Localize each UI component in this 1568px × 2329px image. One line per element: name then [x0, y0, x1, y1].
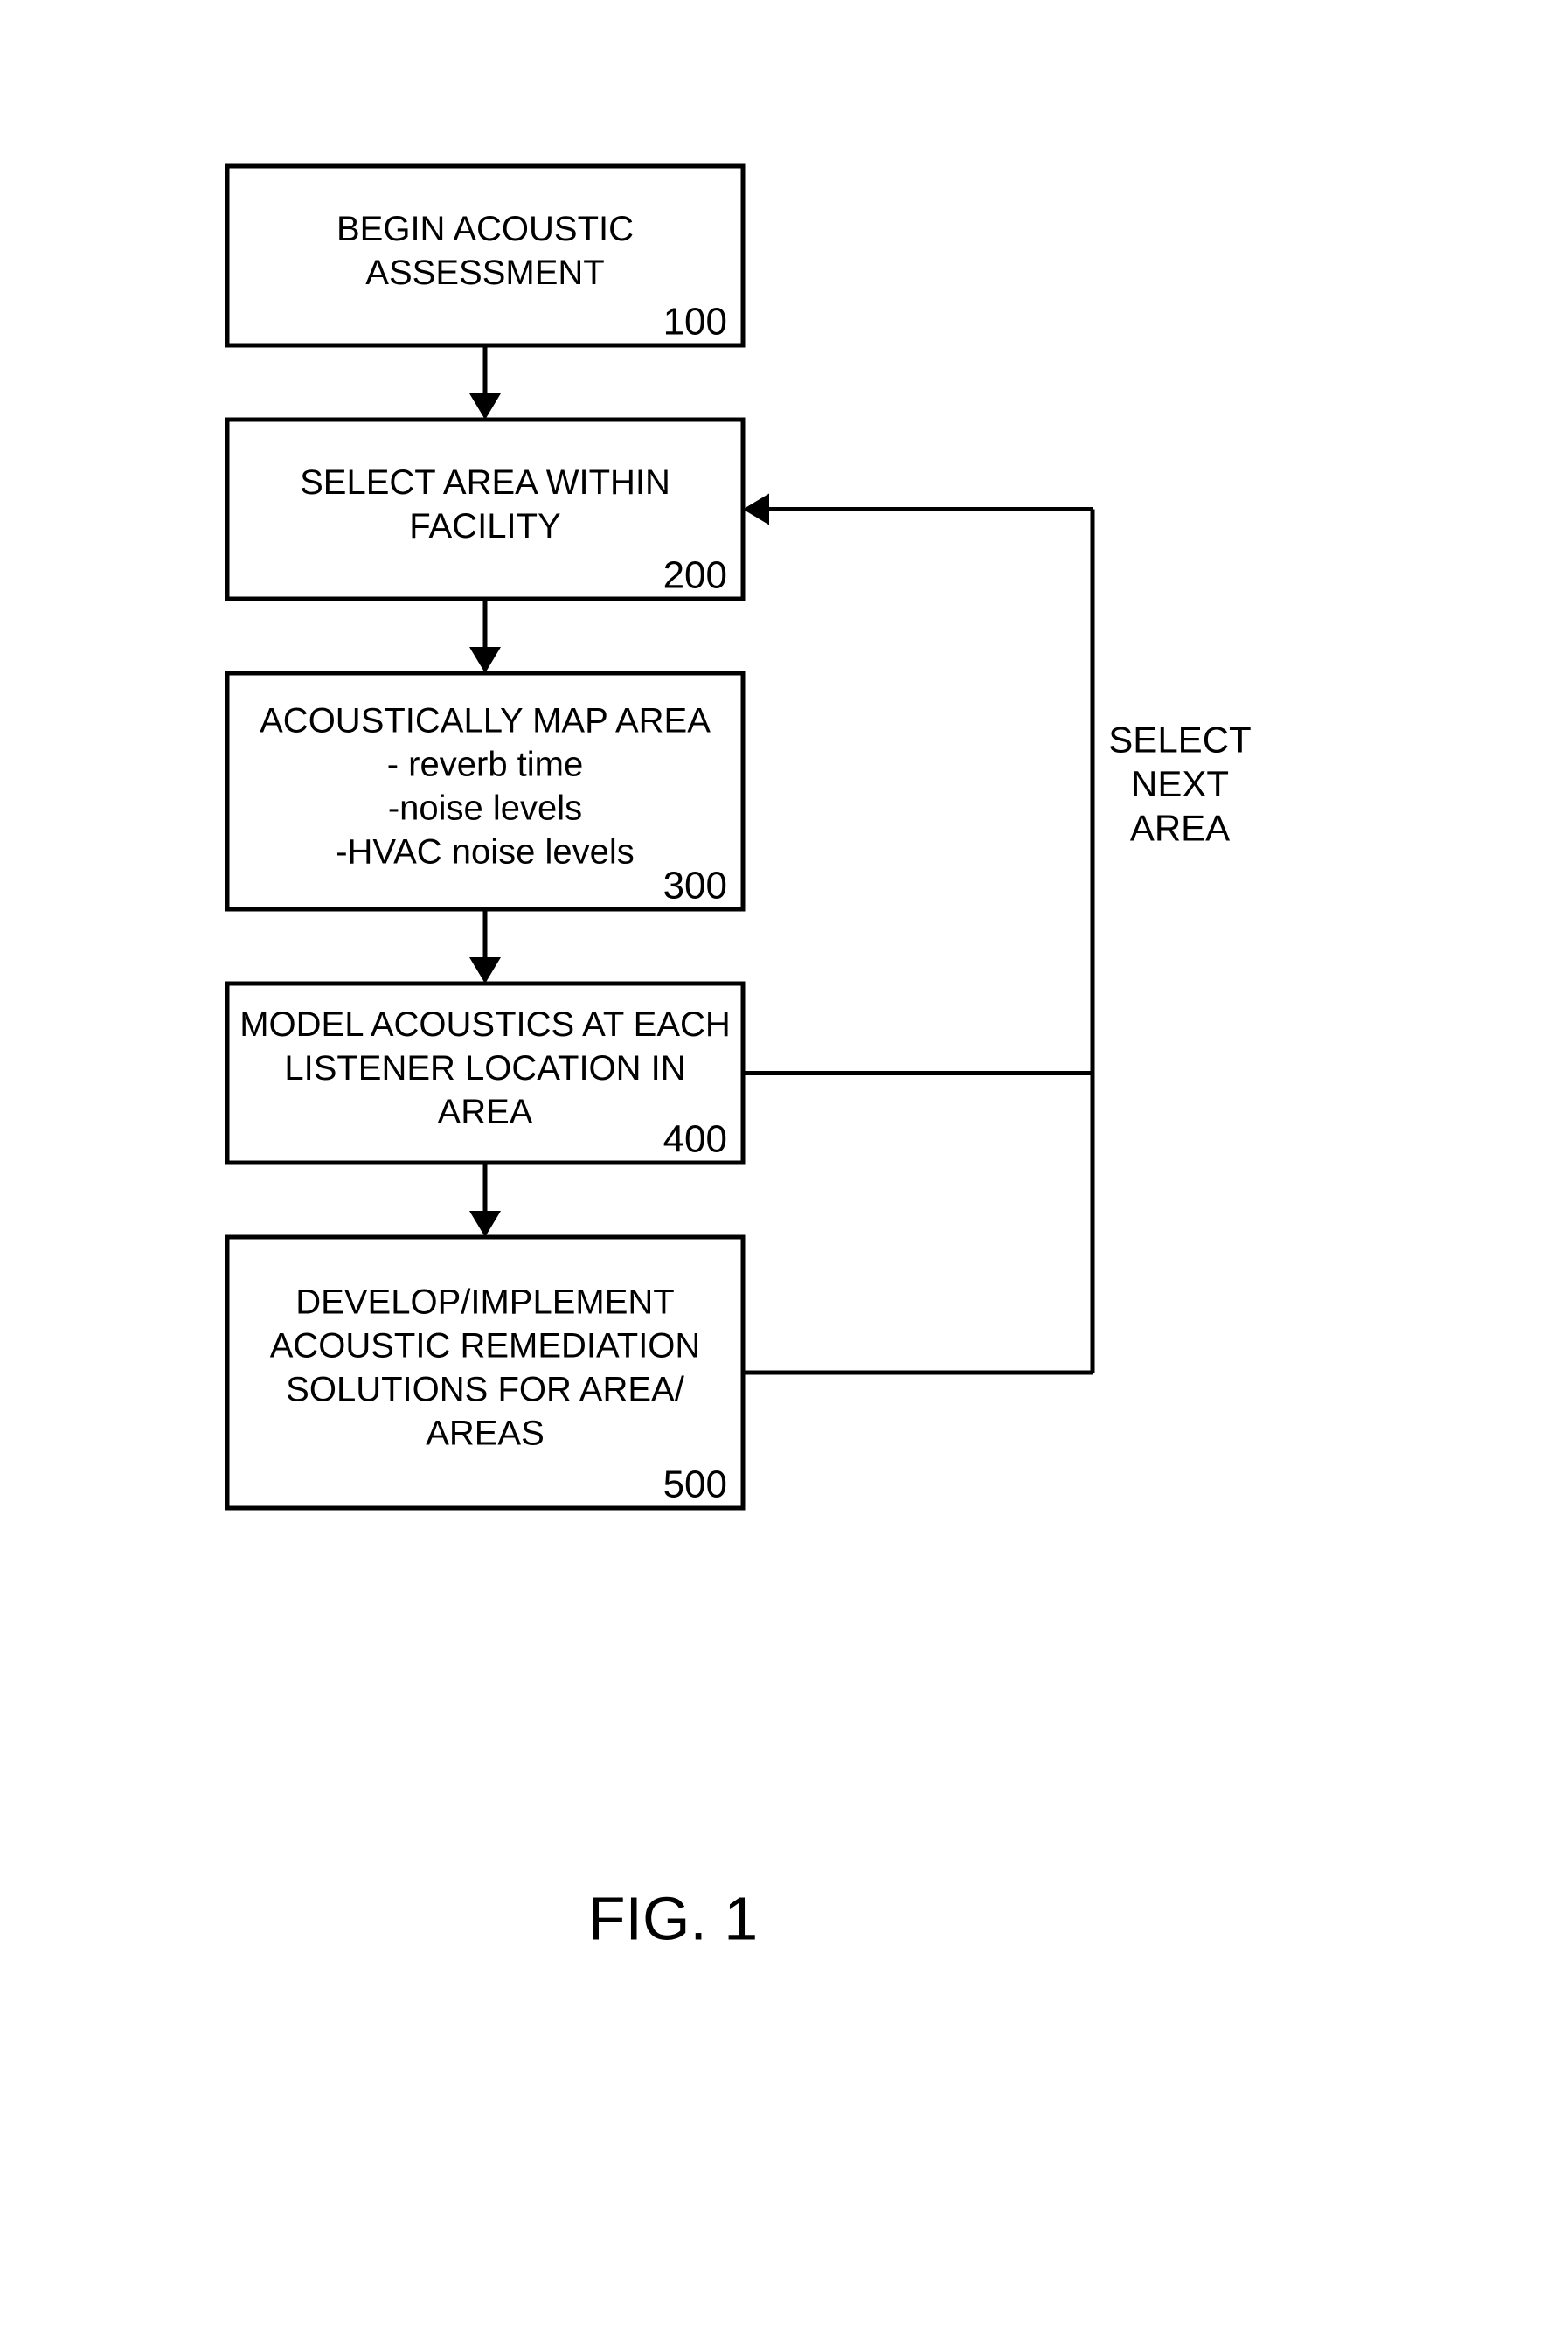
node-n400-line-1: LISTENER LOCATION IN — [284, 1049, 685, 1088]
node-n100-line-1: ASSESSMENT — [365, 254, 604, 292]
node-n100-line-0: BEGIN ACOUSTIC — [336, 210, 634, 248]
node-n200-number: 200 — [663, 553, 727, 596]
feedback-label-line-0: SELECT — [1108, 720, 1251, 761]
node-n500-line-2: SOLUTIONS FOR AREA/ — [286, 1371, 685, 1409]
node-n500-number: 500 — [663, 1463, 727, 1505]
node-n100-number: 100 — [663, 300, 727, 343]
node-n400-line-0: MODEL ACOUSTICS AT EACH — [239, 1005, 731, 1044]
node-n400-number: 400 — [663, 1117, 727, 1160]
node-n500-line-0: DEVELOP/IMPLEMENT — [295, 1283, 674, 1322]
node-n300-line-2: -noise levels — [388, 789, 582, 828]
flowchart-container: SELECTNEXTAREABEGIN ACOUSTICASSESSMENT10… — [0, 0, 1568, 2329]
flowchart-svg: SELECTNEXTAREABEGIN ACOUSTICASSESSMENT10… — [0, 0, 1568, 2329]
node-n300-number: 300 — [663, 864, 727, 907]
node-n300-line-1: - reverb time — [387, 746, 584, 784]
node-n500-line-3: AREAS — [426, 1415, 545, 1453]
node-n500-line-1: ACOUSTIC REMEDIATION — [270, 1327, 701, 1366]
figure-label: FIG. 1 — [588, 1884, 758, 1952]
feedback-label-line-2: AREA — [1130, 807, 1230, 848]
node-n300-line-0: ACOUSTICALLY MAP AREA — [260, 702, 711, 740]
node-n200-line-0: SELECT AREA WITHIN — [300, 463, 670, 502]
feedback-label-line-1: NEXT — [1131, 763, 1229, 804]
node-n400-line-2: AREA — [438, 1093, 533, 1131]
node-n300-line-3: -HVAC noise levels — [336, 833, 635, 872]
node-n200-line-1: FACILITY — [409, 507, 560, 546]
